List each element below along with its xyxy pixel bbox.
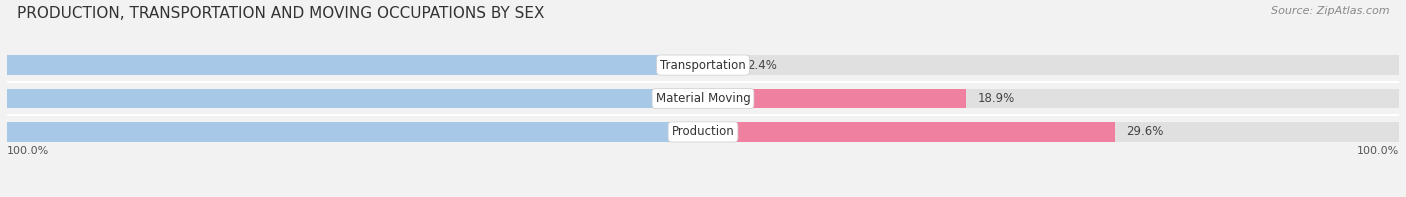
Text: 18.9%: 18.9% <box>977 92 1015 105</box>
Text: Production: Production <box>672 125 734 138</box>
Bar <box>0 89 703 108</box>
Text: 2.4%: 2.4% <box>748 59 778 72</box>
Text: Transportation: Transportation <box>661 59 745 72</box>
Bar <box>0 122 703 142</box>
Text: 100.0%: 100.0% <box>7 146 49 156</box>
Text: 29.6%: 29.6% <box>1126 125 1164 138</box>
Bar <box>0 55 703 75</box>
Text: Material Moving: Material Moving <box>655 92 751 105</box>
Bar <box>7 122 1399 142</box>
Text: Source: ZipAtlas.com: Source: ZipAtlas.com <box>1271 6 1389 16</box>
Text: 100.0%: 100.0% <box>1357 146 1399 156</box>
Text: PRODUCTION, TRANSPORTATION AND MOVING OCCUPATIONS BY SEX: PRODUCTION, TRANSPORTATION AND MOVING OC… <box>17 6 544 21</box>
Bar <box>7 55 1399 75</box>
Bar <box>703 122 1115 142</box>
Bar <box>703 89 966 108</box>
Bar <box>7 89 1399 108</box>
Bar <box>703 55 737 75</box>
